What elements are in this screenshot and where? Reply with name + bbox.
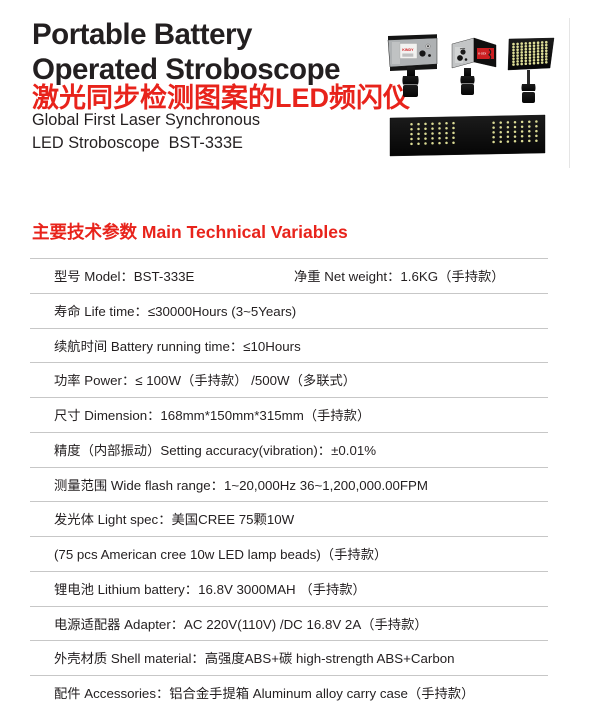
svg-text:K-SEX: K-SEX [478,51,486,55]
svg-text:KINDY: KINDY [402,48,414,52]
